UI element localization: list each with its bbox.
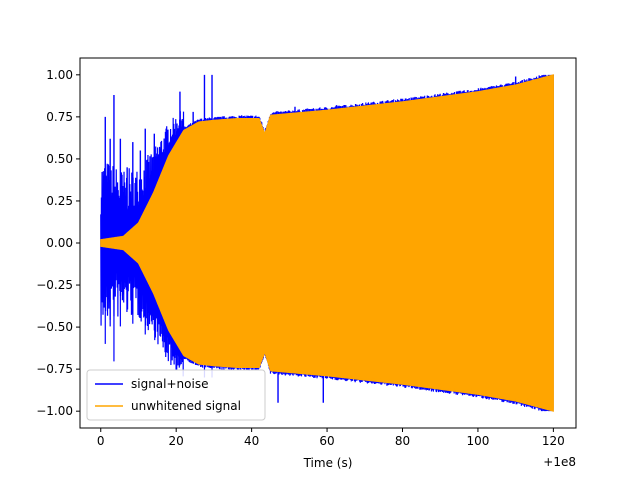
- x-tick-label: 60: [319, 434, 334, 448]
- x-tick-label: 40: [244, 434, 259, 448]
- legend-box: [86, 369, 266, 421]
- y-tick-label: −0.25: [36, 278, 73, 292]
- legend: signal+noise unwhitened signal: [86, 369, 266, 421]
- x-tick-label: 80: [395, 434, 410, 448]
- legend-label: unwhitened signal: [131, 399, 241, 413]
- x-tick-label: 20: [169, 434, 184, 448]
- y-tick-label: 0.00: [46, 236, 73, 250]
- x-tick-label: 100: [466, 434, 489, 448]
- y-tick-label: 0.50: [46, 152, 73, 166]
- y-tick-label: 0.75: [46, 110, 73, 124]
- y-tick-label: −0.50: [36, 320, 73, 334]
- y-tick-label: −0.75: [36, 362, 73, 376]
- y-tick-label: 0.25: [46, 194, 73, 208]
- x-axis-label: Time (s): [303, 456, 353, 470]
- y-tick-label: −1.00: [36, 404, 73, 418]
- legend-label: signal+noise: [131, 377, 208, 391]
- series-unwhitened-signal-line: [100, 75, 554, 410]
- y-tick-label: 1.00: [46, 68, 73, 82]
- x-tick-label: 0: [97, 434, 105, 448]
- x-axis-offset-label: +1e8: [543, 455, 576, 469]
- x-tick-label: 120: [542, 434, 565, 448]
